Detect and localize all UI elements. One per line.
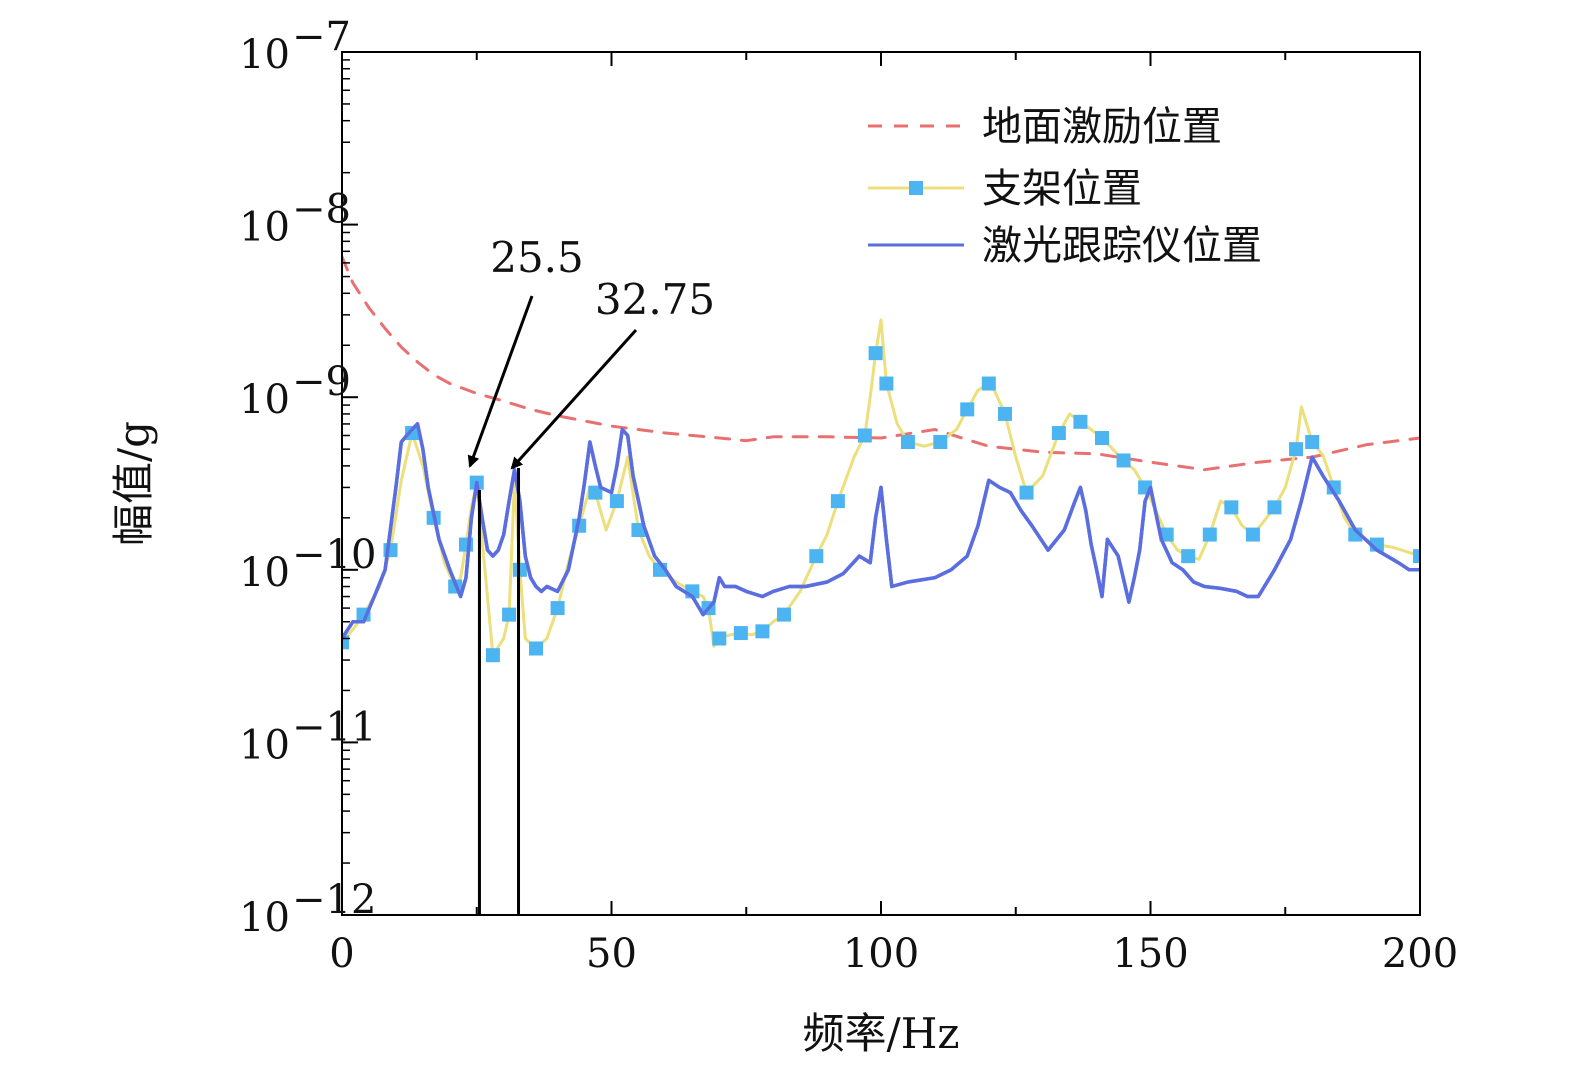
x-axis-title: 频率/Hz bbox=[803, 1009, 960, 1058]
laser-tracker-series-line-top bbox=[342, 422, 1420, 640]
peak-arrow bbox=[510, 328, 638, 470]
support-series-marker bbox=[733, 626, 748, 641]
legend-support-marker bbox=[909, 181, 923, 195]
y-tick-label: 10 bbox=[239, 205, 290, 251]
support-series-line bbox=[342, 318, 1420, 657]
peak-arrow bbox=[467, 295, 534, 468]
support-series-marker bbox=[1073, 414, 1088, 429]
support-series-marker bbox=[1305, 435, 1320, 450]
x-tick-label: 50 bbox=[586, 931, 637, 977]
annotations: 25.532.75 bbox=[467, 233, 715, 915]
peak-label: 32.75 bbox=[595, 275, 715, 324]
support-series-marker bbox=[609, 494, 624, 509]
support-series-marker bbox=[776, 607, 791, 622]
support-series-marker bbox=[981, 376, 996, 391]
support-series-marker bbox=[868, 346, 883, 361]
support-series-marker bbox=[1224, 500, 1239, 515]
support-series-marker bbox=[755, 624, 770, 639]
support-series-marker bbox=[830, 494, 845, 509]
support-series-marker bbox=[809, 549, 824, 564]
support-series-marker bbox=[502, 607, 517, 622]
legend-ground-label: 地面激励位置 bbox=[982, 104, 1222, 150]
legend-support-label: 支架位置 bbox=[982, 166, 1142, 212]
plot-frame bbox=[341, 51, 1421, 916]
support-series-marker bbox=[631, 523, 646, 538]
support-series-marker bbox=[1289, 442, 1304, 457]
plot-area bbox=[342, 255, 1420, 663]
support-series-marker bbox=[879, 376, 894, 391]
support-series-marker bbox=[1326, 480, 1341, 495]
support-series-marker bbox=[997, 406, 1012, 421]
support-series-marker bbox=[1094, 431, 1109, 446]
support-series-marker bbox=[405, 426, 420, 441]
legend-laser-label: 激光跟踪仪位置 bbox=[982, 223, 1262, 269]
support-series-marker bbox=[1267, 500, 1282, 515]
support-series-marker bbox=[1019, 485, 1034, 500]
support-series-marker bbox=[1051, 426, 1066, 441]
peak-label: 25.5 bbox=[490, 233, 584, 282]
support-series-marker bbox=[960, 402, 975, 417]
support-series-marker bbox=[900, 435, 915, 450]
ground-excitation-series-line bbox=[342, 255, 1420, 472]
y-tick-exponent: −9 bbox=[292, 359, 351, 405]
support-series-marker bbox=[485, 648, 500, 663]
x-tick-label: 0 bbox=[329, 931, 354, 977]
support-series-marker bbox=[529, 641, 544, 656]
x-tick-label: 200 bbox=[1382, 931, 1458, 977]
support-series-marker bbox=[1413, 549, 1420, 564]
y-tick-label: 10 bbox=[239, 32, 290, 78]
y-tick-label: 10 bbox=[239, 550, 290, 596]
x-tick-label: 150 bbox=[1112, 931, 1188, 977]
support-series-marker bbox=[550, 601, 565, 616]
support-series-marker bbox=[1181, 549, 1196, 564]
support-series-marker bbox=[1159, 527, 1174, 542]
support-series-marker bbox=[857, 428, 872, 443]
x-tick-label: 100 bbox=[843, 931, 919, 977]
y-tick-exponent: −10 bbox=[292, 532, 376, 578]
support-series-marker bbox=[712, 631, 727, 646]
y-tick-exponent: −7 bbox=[292, 14, 351, 60]
y-tick-label: 10 bbox=[239, 895, 290, 941]
y-tick-exponent: −11 bbox=[292, 704, 376, 750]
support-series-marker bbox=[588, 485, 603, 500]
support-series-marker bbox=[342, 635, 349, 650]
y-tick-label: 10 bbox=[239, 722, 290, 768]
y-axis-title: 幅值/g bbox=[109, 421, 158, 546]
y-tick-exponent: −8 bbox=[292, 187, 351, 233]
support-series-marker bbox=[1116, 453, 1131, 468]
y-tick-exponent: −12 bbox=[292, 877, 376, 923]
support-series-marker bbox=[933, 435, 948, 450]
support-series-marker bbox=[1202, 527, 1217, 542]
y-tick-label: 10 bbox=[239, 377, 290, 423]
support-series-marker bbox=[1245, 527, 1260, 542]
